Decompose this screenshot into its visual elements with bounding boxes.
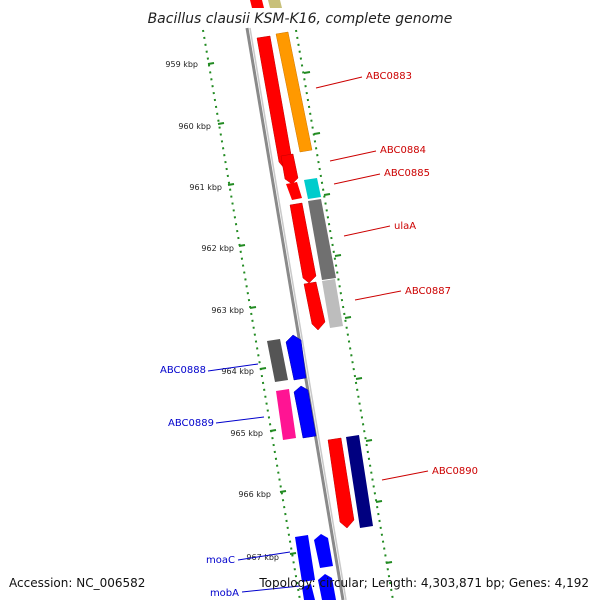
labels-left: ABC0888 ABC0889 moaC mobA (160, 363, 301, 599)
labels-right: ABC0883 ABC0884 ABC0885 ulaA ABC0887 ABC… (315, 71, 478, 481)
tick-mark (259, 367, 267, 370)
gene-label[interactable]: ABC0885 (384, 168, 430, 179)
tick-label: 963 kbp (211, 306, 244, 315)
gene-ABC0890[interactable] (346, 435, 373, 528)
gene-label[interactable]: ABC0883 (366, 71, 412, 82)
gene-ABC0887-red[interactable] (303, 281, 326, 331)
tick-label: 967 kbp (246, 553, 279, 562)
tick-label: 960 kbp (178, 122, 211, 131)
map-title: Bacillus clausii KSM-K16, complete genom… (148, 11, 453, 27)
tick-mark (279, 490, 287, 493)
tick-mark (249, 306, 257, 309)
tick-mark (227, 183, 235, 186)
gene-ABC0883[interactable] (275, 31, 313, 153)
tick-label: 959 kbp (165, 60, 198, 69)
gene-label[interactable]: ABC0888 (160, 365, 206, 376)
tick-mark (238, 244, 246, 247)
gene-ABC0888[interactable] (285, 334, 307, 381)
gene-label[interactable]: ulaA (394, 221, 416, 232)
tick-label: 966 kbp (238, 490, 271, 499)
gene-feature[interactable] (250, 0, 264, 8)
gene-ABC0885[interactable] (304, 178, 321, 199)
gene-features (250, 0, 373, 600)
gene-label[interactable]: ABC0890 (432, 466, 478, 477)
gene-mobA[interactable] (302, 584, 315, 600)
gene-ulaA[interactable] (308, 199, 336, 280)
gene-feature[interactable] (268, 0, 282, 8)
genome-backbone (245, 27, 347, 600)
gene-label[interactable]: ABC0889 (168, 418, 214, 429)
gene-ABC0884[interactable] (280, 153, 299, 185)
gene-ABC0887[interactable] (322, 279, 343, 328)
tick-label: 964 kbp (221, 367, 254, 376)
tick-mark (207, 62, 215, 65)
tick-label: 962 kbp (201, 244, 234, 253)
gene-label[interactable]: ABC0884 (380, 145, 426, 156)
gene-moaC-2[interactable] (314, 534, 333, 568)
tick-mark (289, 552, 297, 555)
gene-label[interactable]: moaC (206, 555, 235, 566)
tick-label: 961 kbp (189, 183, 222, 192)
tick-group: 959 kbp 960 kbp 961 kbp 962 kbp 963 kbp … (165, 60, 393, 564)
gene-ABC0889-pink[interactable] (276, 389, 296, 440)
gene-ABC0888-gray[interactable] (267, 339, 288, 382)
tick-mark (269, 429, 277, 432)
tick-mark (217, 122, 225, 125)
gene-moaC[interactable] (295, 535, 315, 582)
gene-ABC0885-red[interactable] (286, 182, 302, 200)
gene-label[interactable]: ABC0887 (405, 286, 451, 297)
gene-ABC0890-red[interactable] (327, 437, 355, 529)
accession-text: Accession: NC_006582 (9, 576, 145, 590)
tick-label: 965 kbp (230, 429, 263, 438)
gene-label[interactable]: mobA (210, 588, 239, 599)
gene-ulaA-red[interactable] (289, 202, 317, 284)
gene-ABC0889[interactable] (293, 385, 317, 439)
topology-text: Topology: circular; Length: 4,303,871 bp… (258, 576, 589, 590)
gene-mobA-2[interactable] (318, 574, 336, 600)
